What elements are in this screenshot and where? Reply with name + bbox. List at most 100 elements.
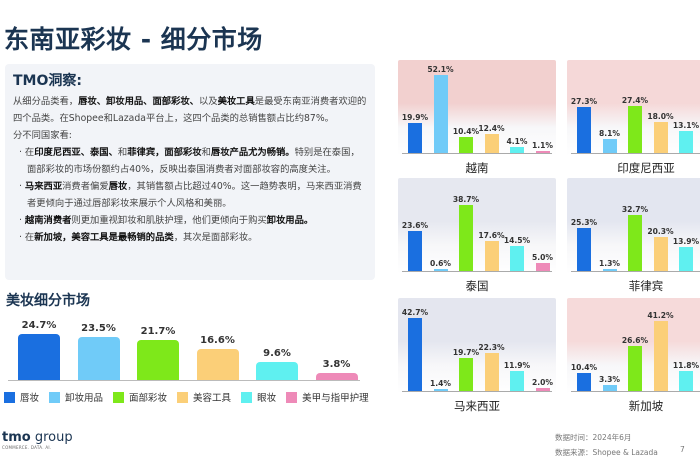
- country-chart: 42.7% 1.4% 19.7% 22.3% 11.9% 2.0%: [398, 298, 556, 394]
- bar-美容工具: [196, 349, 239, 380]
- data-label: 42.7%: [401, 308, 429, 318]
- data-label: 19.7%: [452, 347, 480, 357]
- data-label: 13.1%: [672, 120, 700, 130]
- legend-swatch: [286, 391, 298, 403]
- legend-item: 美甲与指甲护理: [286, 390, 369, 404]
- chart-axis: [571, 153, 700, 154]
- bar-面部彩妆: [459, 137, 473, 153]
- data-label: 10.4%: [570, 363, 598, 373]
- footer: 数据时间：2024年6月 数据来源：Shopee & Lazada: [555, 430, 658, 460]
- bar-唇妆: [577, 373, 591, 391]
- bar-面部彩妆: [628, 106, 642, 153]
- legend-swatch: [113, 391, 125, 403]
- country-label: 菲律宾: [628, 279, 664, 293]
- bar-面部彩妆: [628, 345, 642, 391]
- insight-bullet: · 越南消费者则更加重视卸妆和肌肤护理，他们更倾向于购买卸妆用品。: [13, 212, 367, 229]
- legend-item: 唇妆: [4, 390, 39, 404]
- insight-heading: TMO洞察:: [13, 73, 82, 89]
- text-run: ·: [19, 181, 25, 192]
- data-label: 23.5%: [81, 322, 116, 334]
- bar-卸妆用品: [433, 388, 448, 391]
- country-chart: 10.4% 3.3% 26.6% 41.2% 11.8%: [567, 298, 700, 394]
- insight-bullet: · 在新加坡，美容工具是最畅销的品类，其次是面部彩妆。: [13, 229, 367, 246]
- legend-item: 美容工具: [177, 390, 231, 404]
- bar-面部彩妆: [459, 205, 473, 271]
- chart-legend: 唇妆 卸妆用品 面部彩妆 美容工具 眼妆 美甲与指甲护理: [4, 390, 369, 404]
- data-label: 38.7%: [452, 195, 480, 205]
- bar-美甲与指甲护理: [315, 372, 358, 380]
- chart-axis: [571, 391, 700, 392]
- market-chart: 24.7% 23.5% 21.7% 16.6% 9.6% 3.8%: [0, 310, 385, 385]
- bar-唇妆: [577, 106, 591, 153]
- data-label: 21.7%: [140, 325, 176, 337]
- page-number: 7: [680, 445, 685, 454]
- insight-paragraph: 从细分品类看，唇妆、卸妆用品、面部彩妆、以及美妆工具是最受东南亚消费者欢迎的四个…: [13, 93, 367, 127]
- bar-面部彩妆: [628, 215, 642, 271]
- legend-label: 眼妆: [257, 393, 277, 404]
- insight-bullet: · 马来西亚消费者偏爱唇妆，其销售额占比超过40%。这一趋势表明，马来西亚消费者…: [13, 178, 367, 212]
- legend-label: 唇妆: [20, 393, 40, 404]
- bar-唇妆: [408, 230, 422, 271]
- data-label: 19.9%: [401, 113, 429, 123]
- text-run: 印度尼西亚、泰国、: [34, 147, 118, 158]
- bar-唇妆: [577, 228, 591, 271]
- legend-label: 美容工具: [193, 393, 232, 404]
- bar-唇妆: [408, 318, 422, 391]
- chart-axis: [8, 380, 360, 381]
- insight-box: TMO洞察: 从细分品类看，唇妆、卸妆用品、面部彩妆、以及美妆工具是最受东南亚消…: [5, 64, 375, 280]
- legend-item: 面部彩妆: [113, 390, 167, 404]
- country-label: 新加坡: [628, 399, 664, 413]
- data-label: 8.1%: [598, 129, 621, 139]
- bar-唇妆: [18, 334, 60, 380]
- data-label: 17.6%: [478, 231, 505, 241]
- text-run: 美妆工具: [217, 96, 255, 107]
- bar-美容工具: [484, 241, 499, 271]
- bar-卸妆用品: [433, 269, 448, 271]
- data-label: 24.7%: [21, 320, 57, 332]
- market-chart-title: 美妆细分市场: [6, 293, 90, 309]
- data-label: 3.8%: [322, 358, 351, 370]
- text-run: 卸妆用品。: [266, 215, 314, 226]
- text-run: ·: [19, 215, 25, 226]
- text-run: 菲律宾，面部彩妆: [127, 147, 202, 158]
- country-chart: 19.9% 52.1% 10.4% 12.4% 4.1% 1.1%: [398, 60, 556, 156]
- bar-美甲与指甲护理: [535, 387, 550, 391]
- data-label: 27.3%: [570, 96, 598, 106]
- bar-眼妆: [510, 246, 524, 271]
- data-label: 26.6%: [621, 335, 649, 345]
- data-label: 41.2%: [647, 310, 674, 320]
- bar-卸妆用品: [77, 336, 120, 380]
- legend-swatch: [177, 391, 189, 403]
- data-label: 5.0%: [531, 252, 554, 262]
- text-run: 新加坡，美容工具是最畅销的品类: [34, 232, 174, 243]
- data-label: 3.3%: [598, 375, 621, 385]
- data-label: 20.3%: [647, 226, 674, 236]
- bar-卸妆用品: [602, 268, 617, 271]
- text-run: 从细分品类看，: [13, 96, 79, 107]
- insight-paragraph: 分不同国家看:: [13, 127, 367, 144]
- bar-眼妆: [679, 130, 693, 153]
- bar-卸妆用品: [602, 385, 617, 391]
- data-label: 2.0%: [531, 377, 554, 387]
- data-source: 数据来源：Shopee & Lazada: [555, 448, 658, 457]
- text-run: 马来西亚: [24, 181, 63, 192]
- bar-美甲与指甲护理: [535, 262, 550, 271]
- text-run: 特别是在泰国，面部彩妆的市场份额约占40%，反映出泰国消费者对面部妆容的高度关注…: [27, 147, 360, 175]
- data-label: 18.0%: [647, 112, 674, 122]
- data-label: 27.4%: [621, 96, 649, 106]
- data-label: 9.6%: [263, 348, 291, 360]
- text-run: ，其次是面部彩妆。: [173, 232, 258, 243]
- data-label: 12.4%: [478, 124, 505, 134]
- text-run: 分不同国家看:: [13, 130, 72, 141]
- text-run: 则更加重视卸妆和肌肤护理，他们更倾向于购买: [71, 215, 267, 226]
- country-label: 越南: [465, 161, 489, 175]
- data-label: 25.3%: [570, 218, 598, 227]
- data-label: 32.7%: [621, 205, 649, 215]
- country-label: 马来西亚: [454, 399, 500, 413]
- text-run: · 在: [19, 147, 35, 158]
- bar-美容工具: [484, 353, 499, 391]
- data-label: 1.4%: [429, 378, 452, 388]
- bar-眼妆: [256, 362, 298, 380]
- data-label: 13.9%: [672, 237, 700, 247]
- text-run: 以及: [198, 96, 218, 107]
